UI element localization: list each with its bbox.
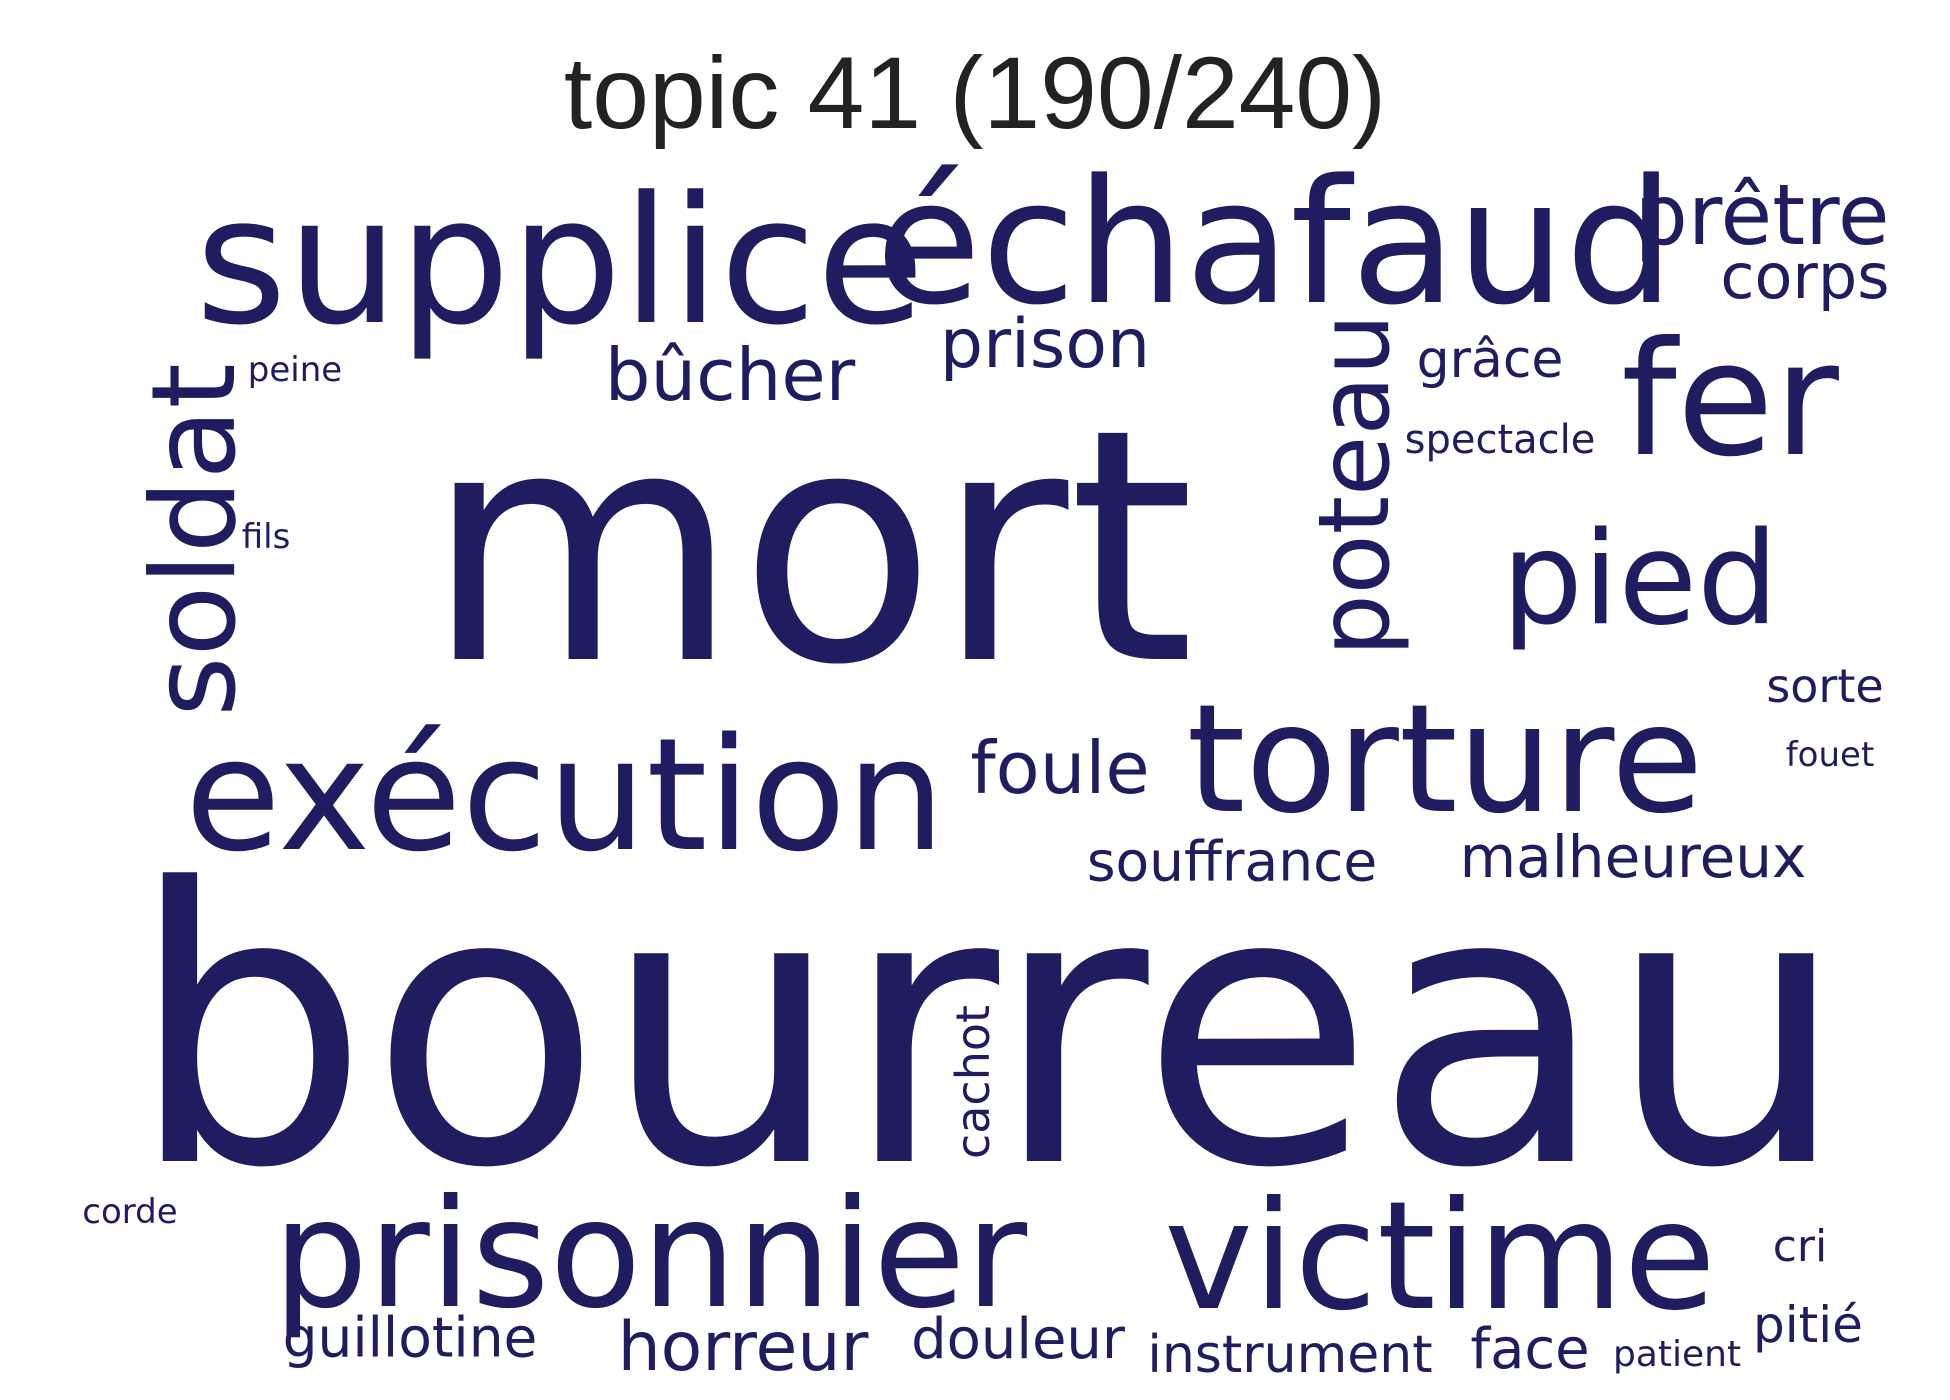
word-27: grâce xyxy=(1416,330,1564,390)
word-5: prisonnier xyxy=(272,1168,1028,1342)
word-8: soldat xyxy=(127,363,262,717)
word-21: guillotine xyxy=(282,1305,538,1370)
word-34: corde xyxy=(82,1192,178,1232)
word-6: victime xyxy=(1164,1170,1716,1344)
word-13: bûcher xyxy=(604,333,856,417)
word-33: fils xyxy=(241,517,291,557)
word-7: torture xyxy=(1186,673,1704,847)
word-16: horreur xyxy=(617,1308,869,1387)
word-25: pitié xyxy=(1753,1296,1863,1354)
word-31: fouet xyxy=(1785,735,1875,775)
word-0: bourreau xyxy=(128,808,1848,1251)
word-24: cachot xyxy=(946,1004,1000,1160)
word-30: patient xyxy=(1612,1334,1742,1375)
word-11: poteau xyxy=(1298,313,1412,657)
word-3: échafaud xyxy=(875,142,1675,343)
word-9: pied xyxy=(1501,505,1779,654)
cloud-title: topic 41 (190/240) xyxy=(563,36,1387,150)
word-15: prison xyxy=(939,305,1151,384)
word-29: cri xyxy=(1772,1221,1828,1272)
word-14: foule xyxy=(970,726,1150,810)
word-32: peine xyxy=(247,350,343,390)
word-22: instrument xyxy=(1147,1325,1433,1385)
word-2: supplice xyxy=(195,159,925,364)
word-28: spectacle xyxy=(1404,417,1596,463)
word-20: douleur xyxy=(911,1307,1125,1372)
word-23: face xyxy=(1470,1317,1590,1382)
word-4: exécution xyxy=(184,704,946,886)
word-26: sorte xyxy=(1766,659,1884,713)
word-1: mort xyxy=(425,360,1195,735)
word-17: corps xyxy=(1720,240,1890,313)
word-12: prêtre xyxy=(1634,166,1890,264)
word-18: malheureux xyxy=(1459,823,1807,891)
word-19: souffrance xyxy=(1086,829,1378,894)
word-10: fer xyxy=(1621,308,1839,492)
